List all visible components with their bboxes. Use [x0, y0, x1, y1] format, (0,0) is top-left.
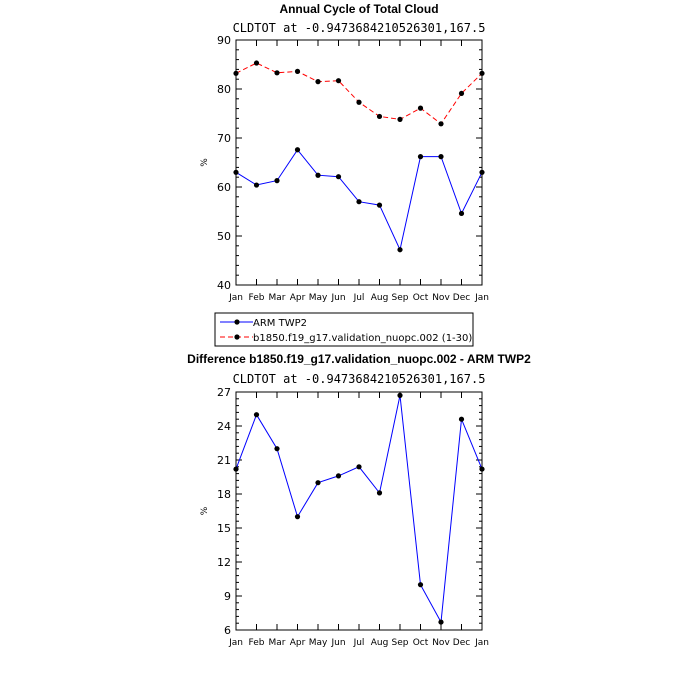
chart2-xtick-label: Jan	[228, 638, 243, 648]
chart1-series-1-point	[479, 169, 485, 175]
chart2-xtick-label: Sep	[392, 638, 409, 648]
chart2-series-1-point	[458, 416, 465, 422]
legend-label-1: ARM TWP2	[253, 318, 307, 329]
chart1-xtick-label: Aug	[371, 293, 389, 303]
chart2-xtick-label: Jan	[474, 638, 489, 648]
chart2-series-1-point	[417, 582, 424, 588]
chart2-xtick-label: May	[309, 638, 328, 648]
chart1-series-2-point	[376, 113, 383, 120]
chart1-series-2-point	[233, 70, 239, 76]
chart2-ytick-label: 9	[224, 590, 231, 603]
chart1-series-1-point	[417, 154, 424, 160]
legend-marker-1	[234, 319, 240, 325]
chart2-xtick-label: Aug	[371, 638, 389, 648]
chart1-series-2-point	[274, 70, 280, 76]
chart2-title: Difference b1850.f19_g17.validation_nuop…	[187, 352, 531, 366]
chart1-xtick-label: Jan	[228, 293, 243, 303]
chart1-series-2-point	[479, 70, 485, 76]
chart1-plot-frame	[235, 39, 483, 286]
chart1-xtick-label: Nov	[432, 293, 450, 303]
chart1-xtick-label: Mar	[269, 293, 286, 303]
chart1-xtick-label: Sep	[392, 293, 409, 303]
chart1-xtick-label: May	[309, 293, 328, 303]
chart1-series-1-point	[274, 178, 280, 184]
chart2-series-1-point	[376, 490, 383, 496]
chart1-xtick-label: Oct	[413, 293, 429, 303]
chart1-series-1-point	[335, 174, 342, 180]
chart1-series-1-point	[315, 172, 321, 178]
chart1-ytick-label: 60	[217, 181, 231, 194]
chart1-xtick-label: Jun	[330, 293, 345, 303]
chart1-ylabel: %	[200, 158, 210, 167]
chart2-series-1-point	[294, 514, 301, 520]
chart1-ytick-label: 70	[217, 132, 231, 145]
chart1-series-1-point	[294, 147, 301, 153]
chart1-series-2-point	[397, 116, 403, 122]
chart1-ytick-label: 90	[217, 34, 231, 47]
chart1-title: Annual Cycle of Total Cloud	[279, 2, 438, 16]
chart2-series-1-point	[274, 446, 280, 452]
chart1-series-1-point	[356, 199, 362, 205]
chart2-series-1-point	[479, 466, 485, 472]
chart2-series-1-point	[356, 464, 362, 470]
chart1-series-1-point	[397, 247, 403, 253]
chart1-xtick-label: Jul	[353, 293, 365, 303]
chart2-xtick-label: Dec	[453, 638, 470, 648]
chart1-xtick-label: Dec	[453, 293, 470, 303]
chart1-xtick-label: Feb	[249, 293, 265, 303]
chart2-xtick-label: Mar	[269, 638, 286, 648]
chart1-series-2-point	[417, 105, 424, 111]
chart2-ylabel: %	[200, 506, 210, 515]
chart1-subtitle: CLDTOT at -0.9473684210526301,167.5	[233, 21, 486, 35]
chart1-ytick-label: 50	[217, 230, 231, 243]
chart1-series-1-point	[233, 169, 239, 175]
chart1-series-1-point	[438, 154, 444, 160]
chart2-ytick-label: 18	[217, 488, 231, 501]
chart2-ytick-label: 15	[217, 522, 231, 535]
chart1-ytick-label: 40	[217, 279, 231, 292]
chart2-series-1-point	[233, 466, 239, 472]
chart1-series-line-2	[235, 62, 483, 125]
chart1-series-2-point	[294, 68, 301, 74]
chart1-series-1-point	[376, 202, 383, 208]
chart2-series-1-point	[335, 473, 342, 479]
chart2-ytick-label: 21	[217, 454, 231, 467]
chart2-xtick-label: Jun	[330, 638, 345, 648]
legend-box	[214, 312, 474, 347]
chart1-series-2-point	[458, 90, 465, 97]
chart1-series-2-point	[356, 99, 362, 105]
chart2-ytick-label: 24	[217, 420, 231, 433]
chart1-series-2-point	[335, 78, 342, 84]
chart1-ytick-label: 80	[217, 83, 231, 96]
chart1-series-2-point	[315, 79, 321, 85]
chart2-xtick-label: Apr	[290, 638, 306, 648]
chart2-series-line-1	[235, 395, 483, 624]
chart2-subtitle: CLDTOT at -0.9473684210526301,167.5	[233, 372, 486, 386]
chart1-xtick-label: Apr	[290, 293, 306, 303]
chart2-xtick-label: Oct	[413, 638, 429, 648]
chart2-ytick-label: 12	[217, 556, 231, 569]
chart2-series-1-point	[438, 619, 444, 625]
chart2-xtick-label: Feb	[249, 638, 265, 648]
chart2-series-1-point	[315, 480, 321, 486]
chart2-ytick-label: 27	[217, 386, 231, 399]
chart2-series-1-point	[253, 412, 260, 418]
chart1-series-1-point	[253, 182, 260, 188]
legend-label-2: b1850.f19_g17.validation_nuopc.002 (1-30…	[253, 333, 472, 344]
chart1-series-1-point	[458, 210, 465, 217]
chart2-series-1-point	[397, 392, 403, 398]
chart2-xtick-label: Nov	[432, 638, 450, 648]
chart2-ytick-label: 6	[224, 624, 231, 637]
chart2-plot-frame	[235, 391, 483, 631]
chart1-series-2-point	[253, 60, 260, 66]
legend-marker-2	[234, 334, 240, 340]
chart2-xtick-label: Jul	[353, 638, 365, 648]
chart1-series-2-point	[438, 121, 444, 127]
chart1-xtick-label: Jan	[474, 293, 489, 303]
